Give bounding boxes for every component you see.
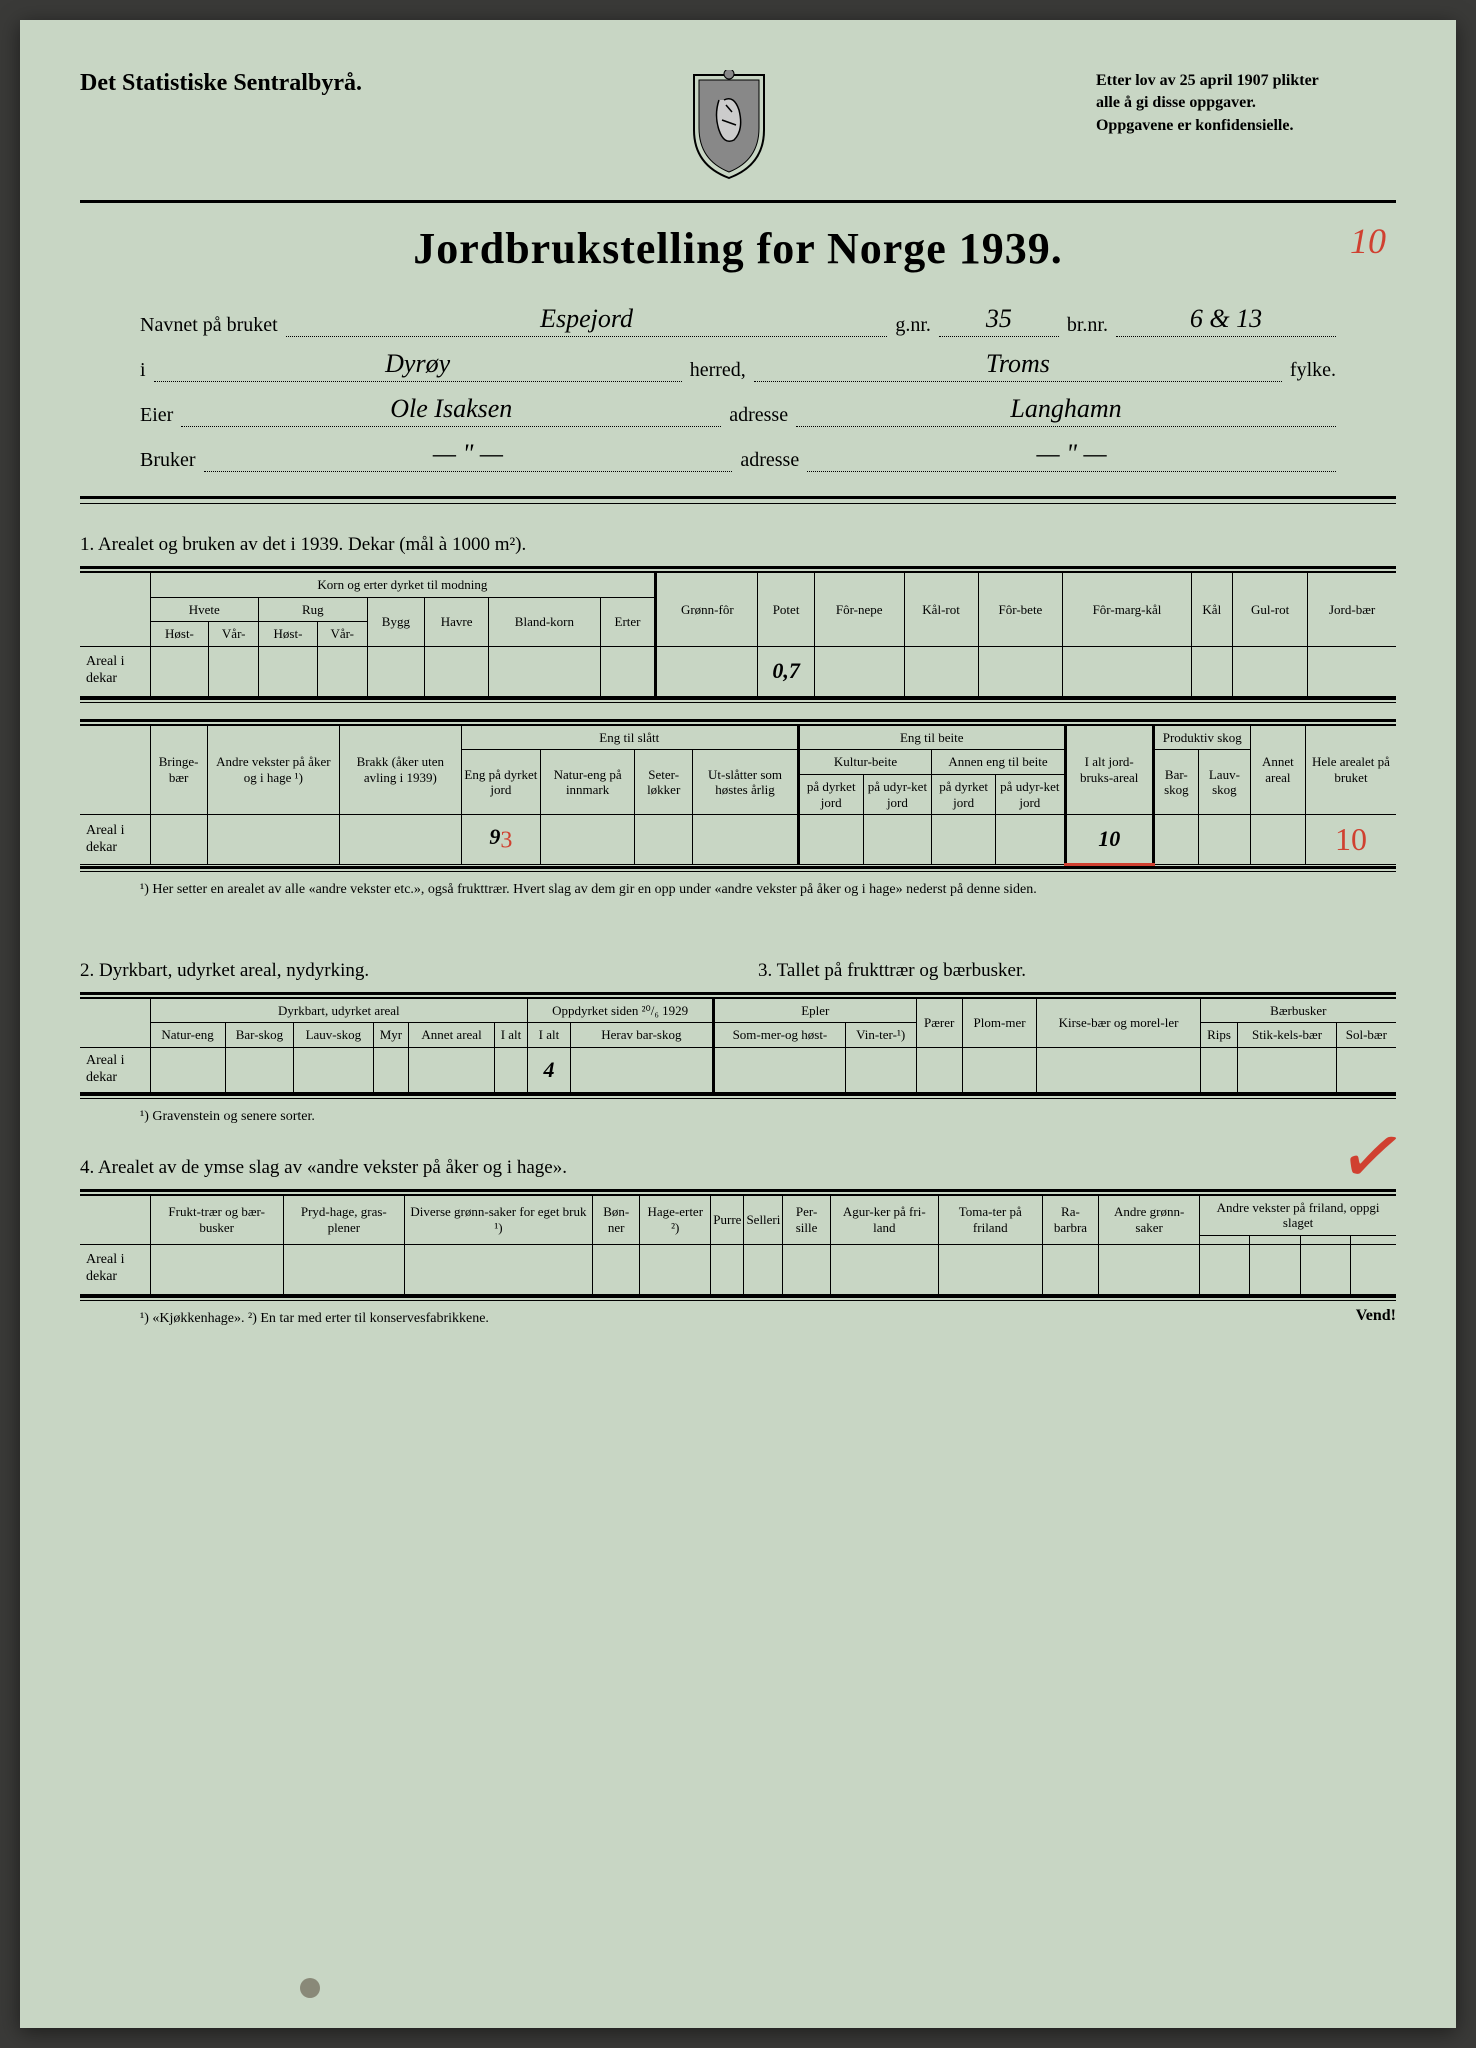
- bruker-value: — " —: [204, 439, 733, 472]
- hele-value: 10: [1305, 815, 1396, 865]
- table-section1a: Korn og erter dyrket til modning Grønn-f…: [80, 572, 1396, 697]
- farm-identity-form: Navnet på bruket Espejord g.nr. 35 br.nr…: [80, 304, 1396, 472]
- gnr-value: 35: [939, 304, 1059, 337]
- section4-footnote: ¹) «Kjøkkenhage». ²) En tar med erter ti…: [140, 1309, 489, 1329]
- i-value: Dyrøy: [154, 349, 682, 382]
- coat-of-arms-icon: [684, 70, 774, 180]
- potet-value: 0,7: [758, 646, 814, 696]
- eier-adresse-value: Langhamn: [796, 394, 1336, 427]
- org-name: Det Statistiske Sentralbyrå.: [80, 70, 362, 97]
- table-section2-3: Dyrkbart, udyrket areal Oppdyrket siden …: [80, 998, 1396, 1093]
- eier-value: Ole Isaksen: [181, 394, 721, 427]
- census-form-page: Det Statistiske Sentralbyrå. Etter lov a…: [20, 20, 1456, 2028]
- section2-title: 2. Dyrkbart, udyrket areal, nydyrking.: [80, 960, 718, 982]
- header: Det Statistiske Sentralbyrå. Etter lov a…: [80, 70, 1396, 180]
- eng-dyrket-value: 93: [461, 815, 540, 865]
- section1b-footnote: ¹) Her setter en arealet av alle «andre …: [140, 880, 1396, 900]
- oppdyrket-value: 4: [528, 1047, 571, 1092]
- i-label: i: [140, 359, 146, 382]
- brnr-value: 6 & 13: [1116, 304, 1336, 337]
- page-number-handwritten: 10: [1350, 220, 1386, 262]
- ialt-value: 10: [1065, 815, 1153, 865]
- brnr-label: br.nr.: [1067, 314, 1108, 337]
- gnr-label: g.nr.: [895, 314, 931, 337]
- herred-value: Troms: [754, 349, 1282, 382]
- turn-page-label: Vend!: [1356, 1307, 1396, 1329]
- herred-label: herred,: [690, 359, 746, 382]
- fylke-label: fylke.: [1290, 359, 1336, 382]
- section3-title: 3. Tallet på frukttrær og bærbusker.: [758, 960, 1396, 982]
- section4-title: 4. Arealet av de ymse slag av «andre vek…: [80, 1157, 1396, 1179]
- bruker-label: Bruker: [140, 449, 196, 472]
- bruket-label: Navnet på bruket: [140, 314, 278, 337]
- adresse-label-2: adresse: [740, 449, 799, 472]
- table-section1b: Bringe-bær Andre vekster på åker og i ha…: [80, 725, 1396, 866]
- archive-dot-icon: [300, 1978, 320, 1998]
- section1-title: 1. Arealet og bruken av det i 1939. Deka…: [80, 534, 1396, 556]
- bruket-value: Espejord: [286, 304, 888, 337]
- eier-label: Eier: [140, 404, 173, 427]
- main-title: Jordbrukstelling for Norge 1939.: [80, 223, 1396, 274]
- bruker-adresse-value: — " —: [807, 439, 1336, 472]
- section3-footnote: ¹) Gravenstein og senere sorter.: [140, 1107, 1396, 1127]
- adresse-label: adresse: [729, 404, 788, 427]
- legal-notice: Etter lov av 25 april 1907 plikter alle …: [1096, 70, 1396, 137]
- table-section4: Frukt-trær og bær-busker Pryd-hage, gras…: [80, 1195, 1396, 1295]
